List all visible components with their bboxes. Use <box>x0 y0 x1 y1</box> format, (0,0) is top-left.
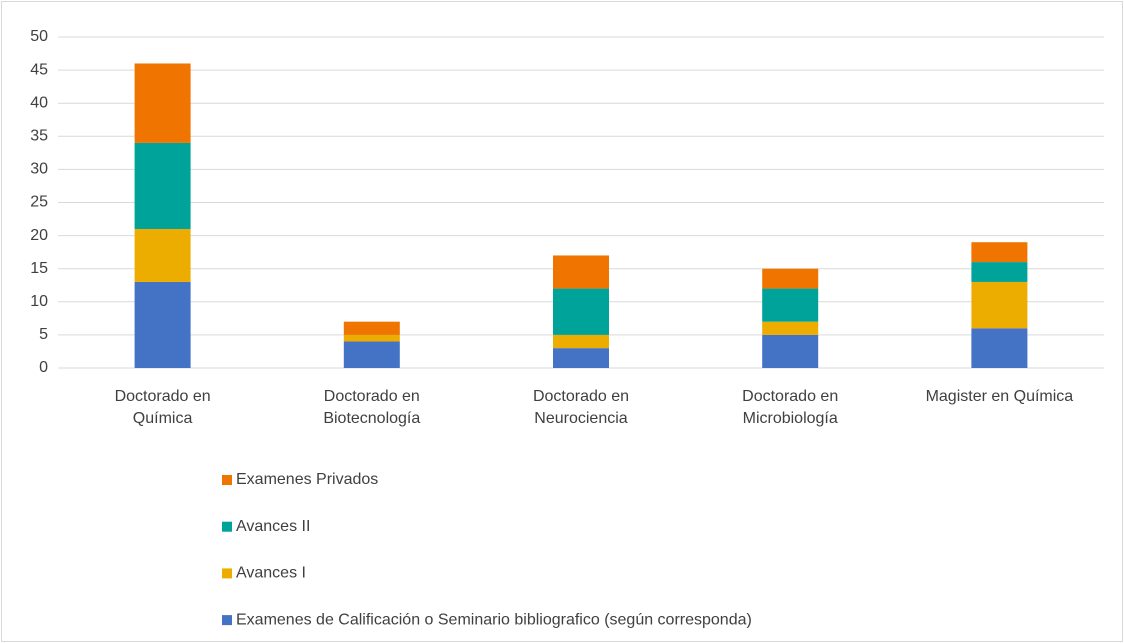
legend-swatch <box>222 615 232 626</box>
bar-segment <box>553 255 609 289</box>
legend-swatch <box>222 568 232 579</box>
x-tick-label: Doctorado en Biotecnología <box>323 388 421 427</box>
legend-label: Avances II <box>236 518 310 535</box>
bar-segment <box>762 288 819 322</box>
bar-segment <box>971 281 1028 329</box>
y-tick-label: 15 <box>30 260 48 277</box>
bar-segment <box>134 142 191 229</box>
bar-segment <box>971 262 1028 282</box>
bar-segment <box>762 334 819 368</box>
y-tick-label: 50 <box>30 28 48 45</box>
x-tick-label: Doctorado en Química <box>114 388 211 427</box>
bar-segment <box>553 334 609 349</box>
bar-segment <box>134 63 191 143</box>
bar-segment <box>971 328 1028 368</box>
y-tick-label: 35 <box>30 128 48 145</box>
bar-segment <box>762 321 819 335</box>
bar-segment <box>343 334 400 342</box>
legend-label: Examenes de Calificación o Seminario bib… <box>236 611 752 628</box>
bar-segment <box>134 281 191 368</box>
y-tick-label: 45 <box>30 61 48 78</box>
x-tick-label: Magister en Química <box>925 388 1074 405</box>
y-tick-label: 20 <box>30 227 48 244</box>
legend-label: Avances I <box>236 565 306 582</box>
bar-segment <box>343 341 400 368</box>
y-tick-label: 40 <box>30 94 48 111</box>
legend-swatch <box>222 521 232 532</box>
bar-segment <box>134 228 191 282</box>
y-tick-label: 10 <box>30 293 48 310</box>
bar-segment <box>553 288 609 335</box>
y-tick-label: 25 <box>30 194 48 211</box>
bar-segment <box>971 242 1028 263</box>
legend-label: Examenes Privados <box>236 471 378 488</box>
bar-segment <box>553 348 609 368</box>
bar-segment <box>343 321 400 335</box>
y-tick-label: 30 <box>30 161 48 178</box>
y-tick-label: 0 <box>39 359 48 376</box>
legend-swatch <box>222 475 232 485</box>
bar-segment <box>762 268 819 289</box>
x-tick-label: Doctorado en Microbiología <box>742 388 839 427</box>
x-tick-label: Doctorado en Neurociencia <box>532 388 630 427</box>
y-tick-label: 5 <box>39 326 48 343</box>
